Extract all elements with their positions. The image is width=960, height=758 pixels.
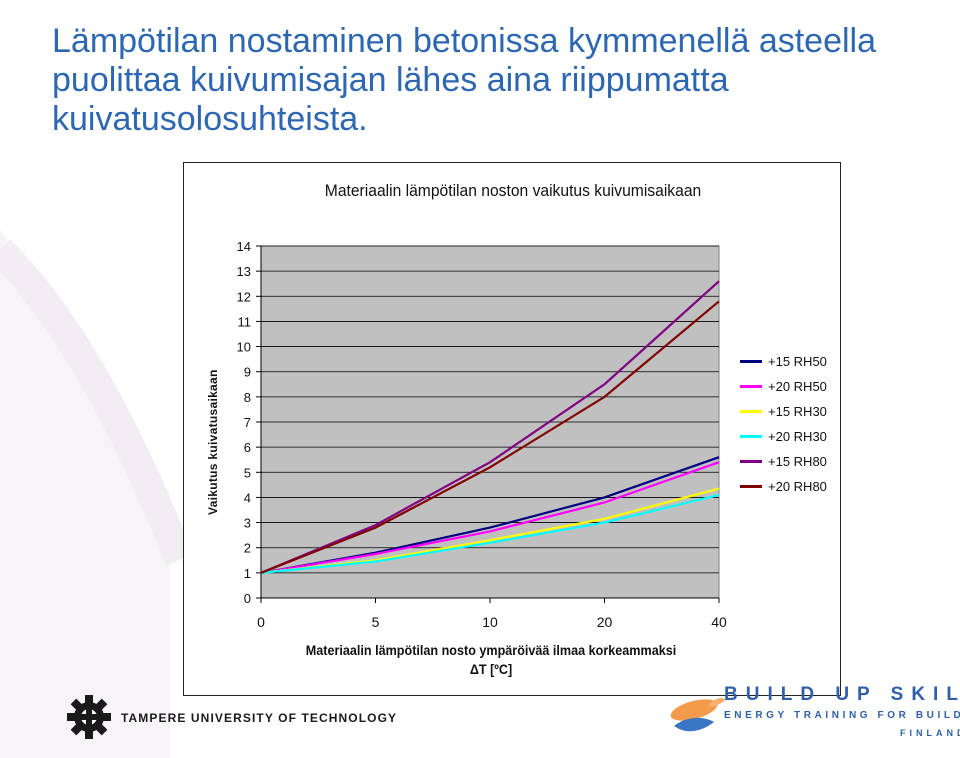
x-axis-label: Materiaalin lämpötilan nosto ympäröivää … [278, 641, 705, 679]
chart-frame: 0 1 2 3 4 5 6 7 8 9 10 11 12 13 14 0 5 10 20 40 Materiaalin… [183, 162, 841, 696]
y-tick-label: 10 [237, 340, 251, 355]
series-line [260, 493, 720, 574]
university-name: TAMPERE UNIVERSITY OF TECHNOLOGY [121, 711, 398, 725]
legend-label: +15 RH80 [768, 454, 827, 469]
brand-country: FINLAND [900, 728, 960, 738]
legend-item: +15 RH30 [740, 399, 840, 424]
legend-swatch [740, 435, 762, 438]
brand-subtitle: ENERGY TRAINING FOR BUILDERS [724, 710, 960, 721]
x-tick-label: 0 [257, 614, 265, 630]
x-axis-label-line1: Materiaalin lämpötilan nosto ympäröivää … [305, 642, 677, 658]
series-line [260, 280, 720, 574]
legend-item: +20 RH80 [740, 474, 840, 499]
y-tick-label: 0 [244, 591, 251, 606]
legend-label: +20 RH80 [768, 479, 827, 494]
x-axis-label-line2: ΔT [ºC] [469, 661, 513, 677]
x-tick-label: 5 [372, 614, 380, 630]
legend-label: +15 RH50 [768, 354, 827, 369]
x-tick-label: 20 [597, 614, 613, 630]
y-tick-label: 2 [244, 541, 251, 556]
y-tick-label: 13 [237, 264, 251, 279]
y-tick-label: 1 [244, 566, 251, 581]
chart-legend: +15 RH50 +20 RH50 +15 RH30 +20 RH30 +15 RH80… [740, 349, 840, 499]
y-tick-label: 3 [244, 516, 251, 531]
y-tick-label: 6 [244, 440, 251, 455]
legend-swatch [740, 485, 762, 488]
legend-label: +20 RH50 [768, 379, 827, 394]
tut-gear-icon [67, 695, 111, 739]
series-line [260, 461, 720, 574]
legend-label: +15 RH30 [768, 404, 827, 419]
legend-item: +20 RH50 [740, 374, 840, 399]
legend-item: +15 RH80 [740, 449, 840, 474]
y-axis-label: Vaikutus kuivatusaikaan [206, 369, 220, 515]
slide-title: Lämpötilan nostaminen betonissa kymmenel… [52, 22, 877, 138]
chart-title: Materiaalin lämpötilan noston vaikutus k… [324, 181, 702, 200]
legend-item: +20 RH30 [740, 424, 840, 449]
x-tick-label: 40 [711, 614, 727, 630]
y-tick-label: 9 [244, 365, 251, 380]
y-tick-label: 12 [237, 289, 251, 304]
legend-swatch [740, 460, 762, 463]
y-tick-label: 8 [244, 390, 251, 405]
legend-swatch [740, 360, 762, 363]
y-tick-label: 5 [244, 465, 251, 480]
build-up-skills-logo-icon [670, 698, 726, 732]
series-line [260, 300, 720, 574]
legend-swatch [740, 410, 762, 413]
brand-title: BUILD UP SKILLS [724, 684, 960, 705]
legend-swatch [740, 385, 762, 388]
legend-item: +15 RH50 [740, 349, 840, 374]
legend-label: +20 RH30 [768, 429, 827, 444]
y-tick-label: 11 [238, 314, 252, 329]
x-tick-label: 10 [482, 614, 498, 630]
y-tick-label: 14 [237, 239, 251, 254]
y-tick-label: 7 [244, 415, 251, 430]
y-tick-label: 4 [244, 490, 251, 505]
